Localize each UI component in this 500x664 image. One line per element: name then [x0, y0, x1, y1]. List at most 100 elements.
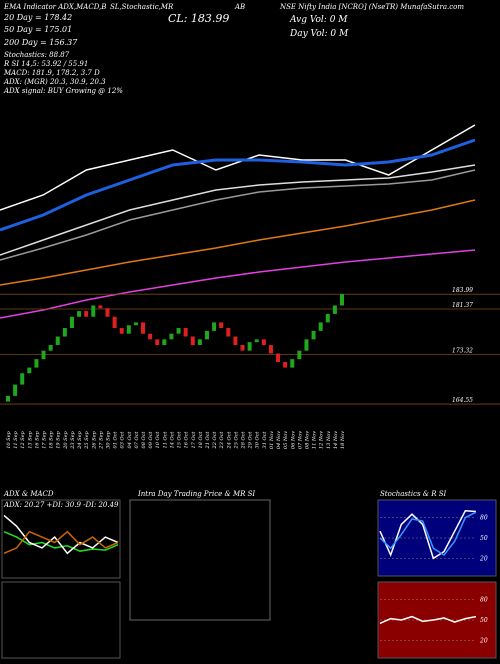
candle — [254, 339, 259, 343]
x-tick-label: 11 Oct — [162, 431, 168, 449]
x-tick-label: 15 Oct — [177, 431, 183, 449]
candle — [169, 333, 174, 340]
x-tick-label: 01 Oct — [113, 431, 119, 449]
x-tick-label: 09 Oct — [148, 431, 154, 449]
header: EMA Indicator ADX,MACD,B SL,Stochastic,M… — [3, 3, 464, 95]
indicators: EMA Indicator ADX,MACD,B — [3, 3, 106, 11]
x-tick-label: 16 Sep — [34, 430, 40, 448]
ema20: 20 Day = 178.42 — [3, 13, 72, 22]
candle — [27, 367, 32, 374]
x-tick-label: 28 Oct — [241, 431, 247, 450]
x-tick-label: 13 Sep — [27, 430, 33, 448]
close: CL: 183.99 — [168, 12, 229, 25]
x-tick-label: 18 Oct — [198, 431, 204, 449]
candle — [340, 294, 344, 306]
x-tick-label: 07 Nov — [297, 431, 303, 449]
candle — [226, 328, 231, 337]
y-tick-label: 50 — [480, 535, 488, 542]
stoch-value: Stochastics: 88.87 — [4, 51, 70, 59]
candle — [297, 350, 302, 360]
x-tick-label: 18 Sep — [49, 430, 55, 448]
stoch-header: SL,Stochastic,MR — [110, 3, 174, 11]
x-tick-label: 14 Oct — [169, 431, 175, 449]
x-tick-label: 03 Oct — [120, 431, 126, 449]
x-tick-label: 19 Sep — [56, 430, 62, 448]
x-tick-label: 30 Oct — [255, 431, 261, 449]
x-tick-label: 18 Nov — [340, 431, 346, 449]
x-tick-label: 08 Nov — [304, 431, 310, 449]
intraday-box — [129, 499, 271, 621]
candle — [84, 311, 89, 317]
line — [0, 169, 476, 261]
day-vol: Day Vol: 0 M — [289, 29, 349, 39]
candle — [268, 345, 273, 354]
candle — [62, 328, 67, 337]
candle — [148, 333, 153, 340]
candle — [20, 373, 25, 385]
x-tick-label: 08 Oct — [141, 431, 147, 449]
page-title: NSE Nifty India [NCRO] (NseTR) MunafaSut… — [279, 3, 464, 11]
adx-signal: ADX signal: BUY Growing @ 12% — [3, 87, 123, 95]
candle — [162, 339, 167, 345]
candle — [119, 328, 124, 334]
candle — [141, 322, 146, 334]
x-tick-label: 17 Sep — [42, 430, 48, 448]
x-tick-label: 25 Oct — [233, 431, 239, 450]
candle — [98, 305, 103, 309]
intraday-title: Intra Day Trading Price & MR SI — [137, 490, 255, 498]
candle — [41, 350, 46, 360]
x-tick-label: 05 Nov — [283, 431, 289, 449]
x-tick-label: 24 Oct — [226, 431, 232, 450]
candle — [204, 330, 209, 340]
candle — [219, 322, 224, 329]
panel-title: Stochastics & R SI — [380, 490, 447, 498]
line — [379, 511, 477, 556]
candle — [77, 311, 82, 317]
candle — [34, 359, 39, 368]
candle — [318, 322, 323, 331]
candle — [126, 325, 131, 334]
x-tick-label: 25 Sep — [84, 430, 90, 449]
candle — [105, 308, 110, 317]
x-tick-label: 29 Oct — [248, 431, 254, 450]
candle — [69, 316, 74, 329]
panel-subtitle: ADX: 20.27 +DI: 30.9 -DI: 20.49 — [3, 501, 119, 509]
x-tick-label: 07 Oct — [134, 431, 140, 449]
x-tick-label: 11 Nov — [312, 431, 318, 449]
ema200: 200 Day = 156.37 — [3, 38, 78, 47]
line — [0, 124, 476, 211]
candle — [247, 342, 252, 351]
x-tick-label: 11 Sep — [13, 430, 19, 448]
macd-value: MACD: 181.9, 178.2, 3.7 D — [3, 69, 100, 77]
ema50: 50 Day = 175.01 — [4, 25, 72, 34]
candle — [91, 305, 96, 317]
y-tick-label: 50 — [480, 617, 488, 624]
line — [0, 164, 476, 256]
candle — [183, 328, 188, 337]
candle — [176, 328, 181, 334]
candle — [155, 339, 160, 345]
y-tick-label: 183.99 — [452, 287, 473, 294]
x-tick-label: 20 Sep — [63, 430, 69, 449]
y-tick-label: 164.55 — [452, 397, 473, 404]
adx-box — [1, 499, 121, 579]
x-tick-label: 23 Oct — [219, 431, 225, 450]
ab: AB — [234, 3, 245, 11]
x-tick-label: 22 Oct — [212, 431, 218, 450]
line — [379, 615, 477, 625]
candle — [233, 336, 238, 345]
x-tick-label: 27 Sep — [98, 430, 104, 449]
x-tick-label: 21 Oct — [205, 431, 211, 450]
x-tick-label: 30 Sep — [105, 430, 111, 448]
candle — [133, 322, 138, 326]
line — [0, 199, 476, 286]
x-tick-label: 10 Oct — [155, 431, 161, 449]
x-tick-label: 04 Nov — [276, 431, 282, 449]
candle — [332, 305, 337, 314]
x-tick-label: 12 Sep — [20, 430, 26, 448]
candle — [212, 322, 217, 331]
candle — [13, 384, 18, 396]
x-tick-label: 26 Sep — [91, 430, 97, 449]
macd-box — [1, 581, 121, 659]
avg-vol: Avg Vol: 0 M — [289, 15, 348, 25]
